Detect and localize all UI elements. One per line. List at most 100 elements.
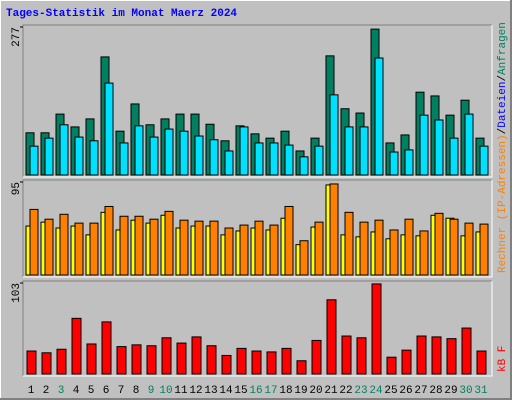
bar <box>329 94 339 176</box>
y-tick-label: 277 <box>11 27 23 47</box>
x-tick-label: 25 <box>384 385 397 397</box>
x-tick-label: 23 <box>354 385 367 397</box>
bar <box>476 350 487 375</box>
x-tick-label: 27 <box>414 385 427 397</box>
legend-entry: kB F <box>497 346 509 372</box>
bar <box>419 114 429 176</box>
bar <box>191 336 202 375</box>
bar <box>449 218 459 276</box>
x-tick-label: 10 <box>159 385 172 397</box>
bar <box>404 149 414 176</box>
bar <box>254 142 264 176</box>
bar <box>299 156 309 176</box>
bar <box>119 215 129 276</box>
bar <box>209 139 219 176</box>
bar <box>86 343 97 375</box>
bar <box>176 342 187 375</box>
bar <box>179 219 189 276</box>
bar <box>26 350 37 375</box>
x-tick-label: 5 <box>88 385 95 397</box>
bar <box>71 317 82 375</box>
bar <box>374 219 384 276</box>
legend-entry: / <box>497 75 509 82</box>
legend: Rechner (IP-Adressen)/Dateien/Anfragen <box>497 22 509 273</box>
bar <box>29 208 39 276</box>
bar <box>431 336 442 375</box>
bar <box>29 145 39 176</box>
bar <box>59 213 69 276</box>
x-tick-label: 14 <box>219 385 233 397</box>
x-tick-label: 21 <box>324 385 338 397</box>
bar <box>194 220 204 276</box>
bar <box>56 348 67 375</box>
bar <box>341 335 352 375</box>
y-tick-label: 103 <box>11 283 23 303</box>
bar <box>479 145 489 176</box>
bar <box>326 299 337 375</box>
x-tick-label: 24 <box>369 385 383 397</box>
bar <box>446 338 457 375</box>
bar <box>254 220 264 276</box>
legend-entry: / <box>497 128 509 135</box>
bar <box>179 130 189 176</box>
bar <box>416 335 427 375</box>
bar <box>449 137 459 176</box>
x-tick-label: 19 <box>294 385 307 397</box>
x-tick-label: 20 <box>309 385 322 397</box>
bar <box>329 183 339 276</box>
x-tick-label: 11 <box>174 385 188 397</box>
bar <box>101 321 112 375</box>
panel-border-light <box>23 180 493 278</box>
bar <box>299 240 309 276</box>
panel-border-light <box>23 281 493 377</box>
bar <box>89 222 99 276</box>
x-tick-label: 17 <box>264 385 277 397</box>
legend-entry: Rechner (IP-Adressen) <box>497 134 509 273</box>
x-tick-label: 15 <box>234 385 247 397</box>
bar <box>296 360 307 375</box>
panel-border-dark <box>22 280 492 376</box>
bar <box>119 142 129 176</box>
bar <box>359 221 369 276</box>
x-tick-label: 26 <box>399 385 412 397</box>
bar <box>464 222 474 276</box>
x-tick-label: 8 <box>133 385 140 397</box>
bar <box>236 347 247 375</box>
bar <box>479 223 489 276</box>
bar <box>374 57 384 176</box>
bar <box>284 144 294 176</box>
bar <box>221 354 232 375</box>
x-tick-label: 4 <box>73 385 80 397</box>
bar <box>371 283 382 375</box>
x-tick-label: 13 <box>204 385 217 397</box>
bar <box>239 126 249 176</box>
bar <box>104 82 114 176</box>
bar <box>344 211 354 276</box>
bar <box>116 346 127 375</box>
bar <box>269 142 279 176</box>
chart-title: Tages-Statistik im Monat Maerz 2024 <box>6 8 237 20</box>
bar <box>251 350 262 375</box>
bar <box>239 224 249 276</box>
bar <box>149 136 159 176</box>
bar <box>164 210 174 276</box>
bar <box>461 327 472 375</box>
bar <box>311 339 322 375</box>
bar <box>161 337 172 375</box>
bar <box>59 124 69 176</box>
x-tick-label: 3 <box>58 385 65 397</box>
bar <box>281 347 292 375</box>
bar <box>356 337 367 375</box>
bar <box>224 150 234 176</box>
bar <box>284 205 294 276</box>
bar <box>224 227 234 276</box>
legend-entry: Anfragen <box>497 22 509 75</box>
bar <box>314 221 324 276</box>
x-tick-label: 7 <box>118 385 125 397</box>
x-tick-label: 22 <box>339 385 352 397</box>
panel-border-light <box>23 25 493 178</box>
bar <box>74 136 84 176</box>
bar <box>44 218 54 276</box>
